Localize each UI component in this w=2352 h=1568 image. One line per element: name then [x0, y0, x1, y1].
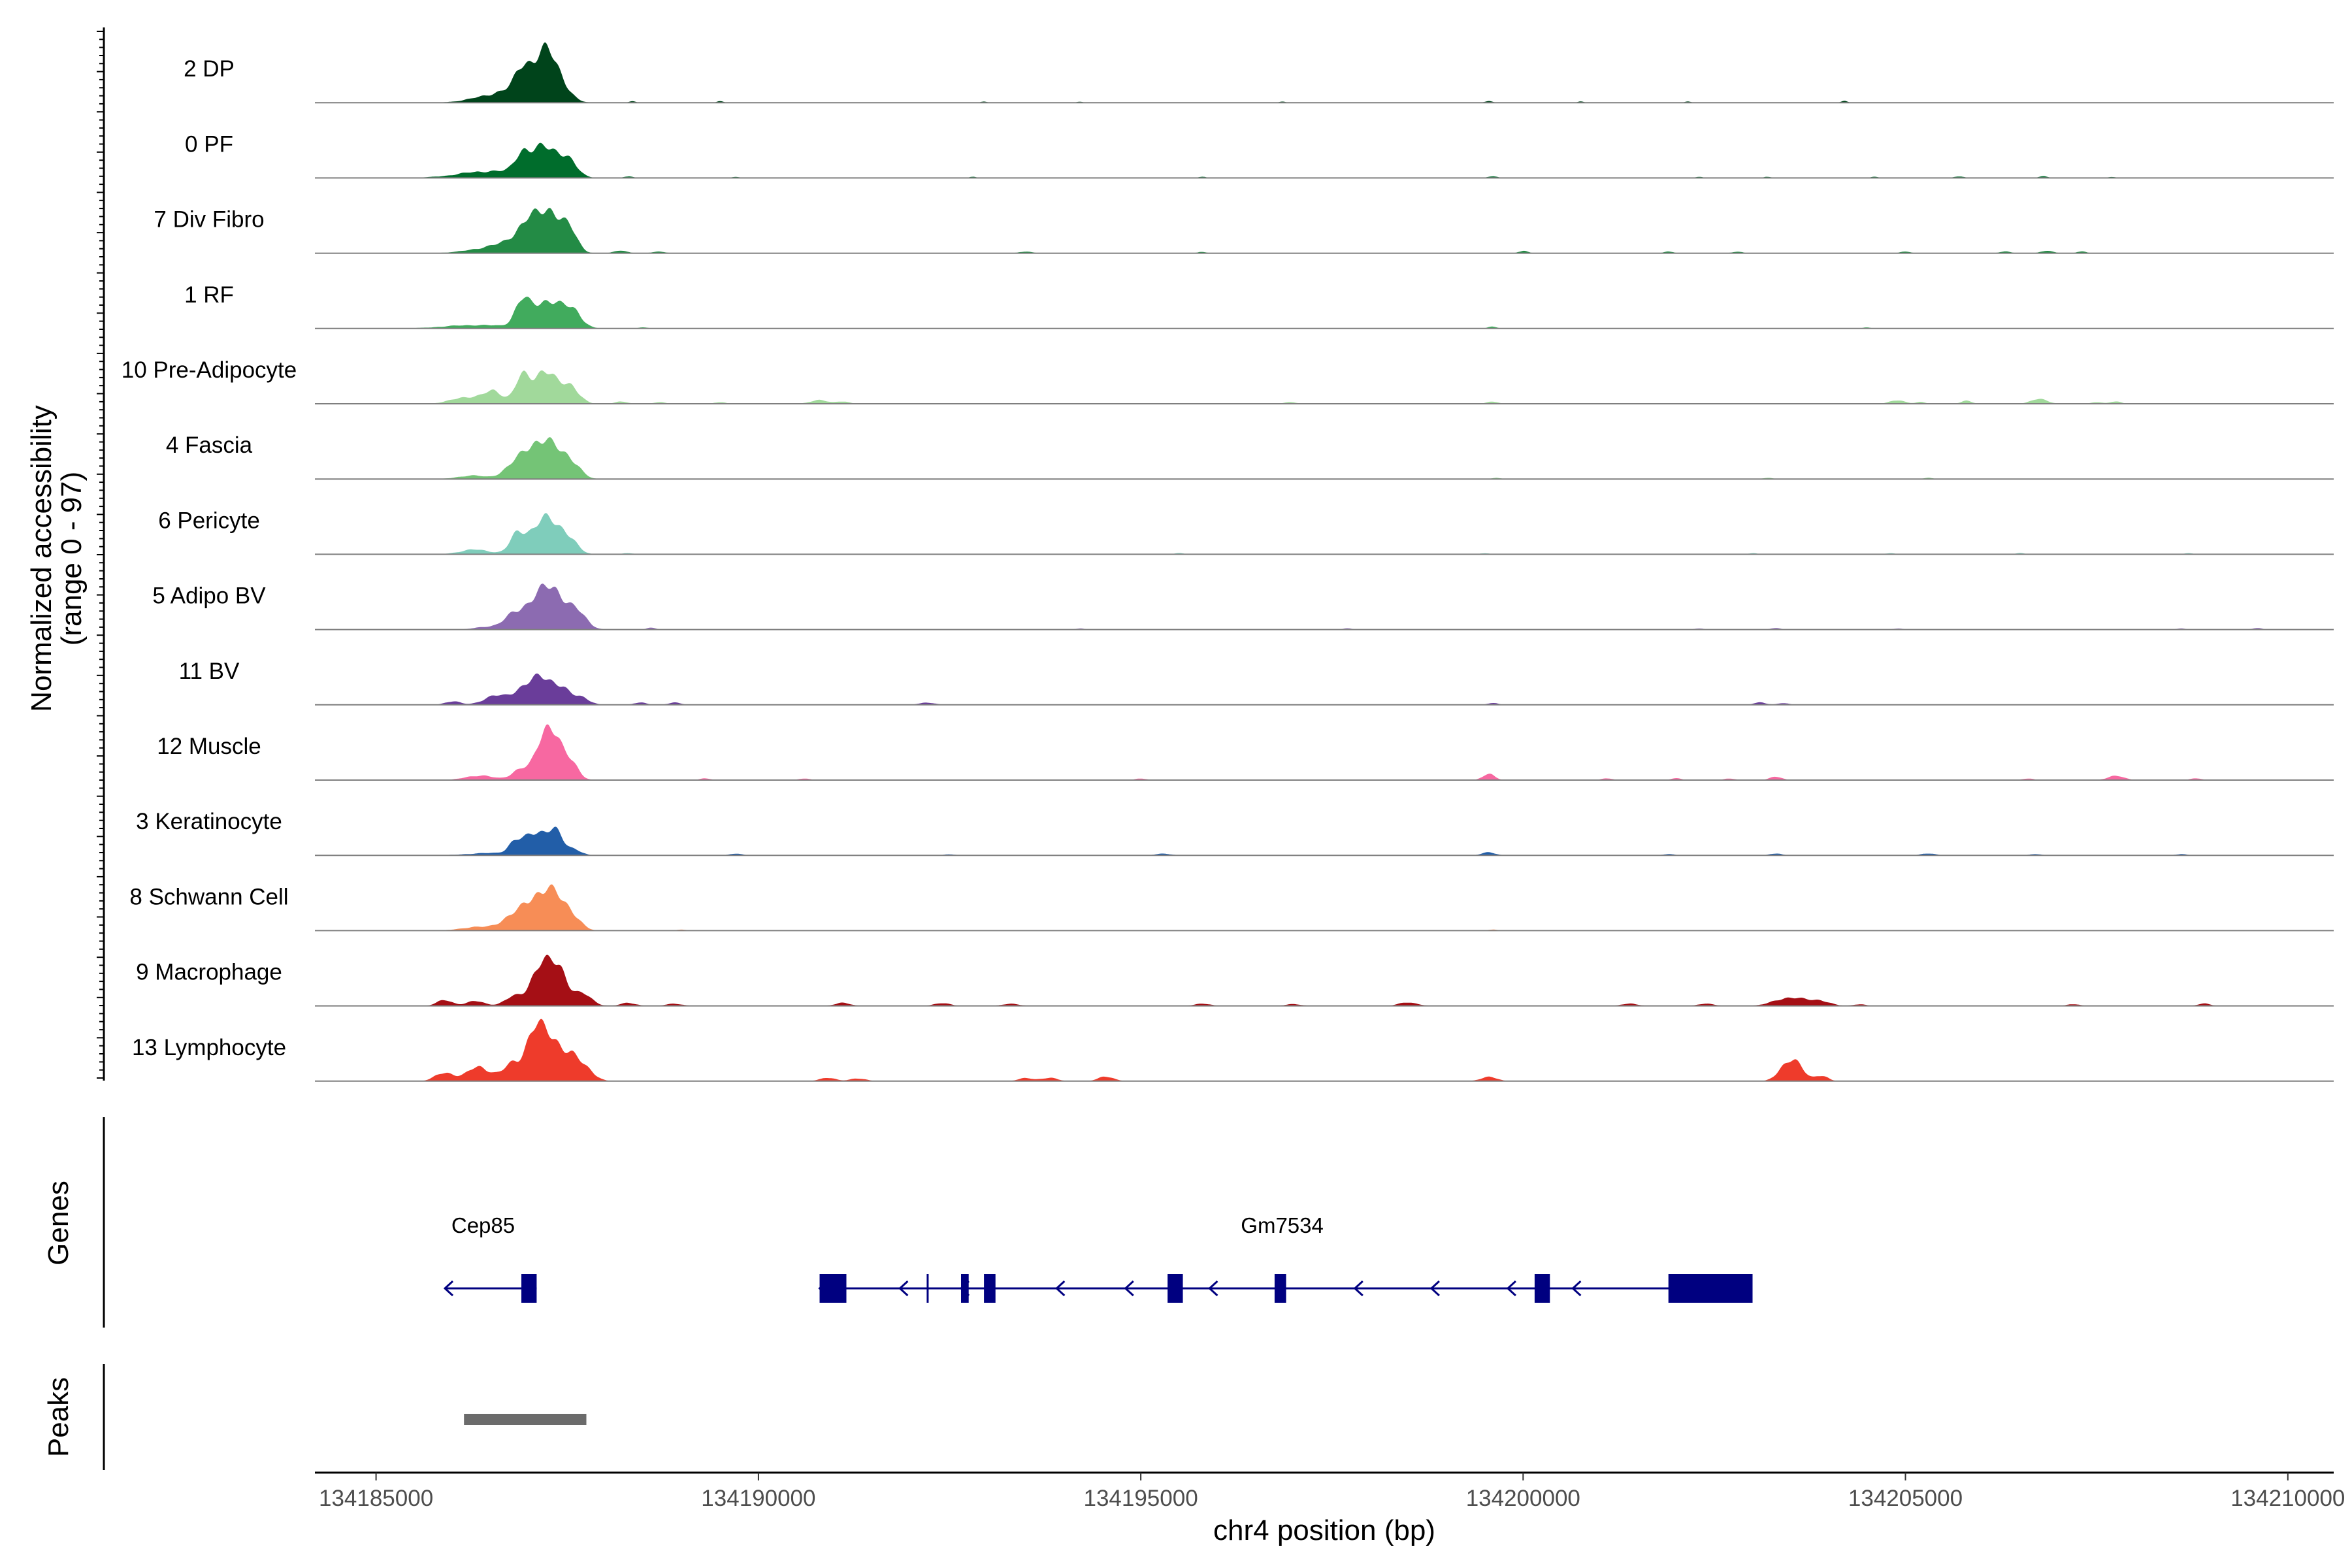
- track-9: 11 BV: [179, 659, 2334, 706]
- track-label: 9 Macrophage: [136, 960, 282, 985]
- x-tick-label: 134200000: [1466, 1486, 1580, 1511]
- gene-track: Cep85 Gm7534: [443, 1213, 1753, 1303]
- coverage-area: [315, 724, 2334, 780]
- x-axis-title: chr4 position (bp): [1213, 1514, 1435, 1546]
- coverage-area: [315, 42, 2334, 103]
- track-1: 2 DP: [184, 42, 2334, 104]
- track-label: 3 Keratinocyte: [136, 809, 282, 834]
- gene-label: Gm7534: [1241, 1213, 1324, 1237]
- track-label: 6 Pericyte: [158, 508, 260, 533]
- coverage-area: [315, 884, 2334, 931]
- peak-region: [464, 1414, 587, 1425]
- track-11: 3 Keratinocyte: [136, 809, 2334, 857]
- track-label: 1 RF: [184, 282, 234, 308]
- track-label: 2 DP: [184, 56, 235, 82]
- coverage-area: [315, 208, 2334, 253]
- exon: [1534, 1274, 1550, 1303]
- coverage-area: [315, 437, 2334, 480]
- gene-cep85: Cep85: [443, 1213, 537, 1303]
- exon: [819, 1274, 847, 1303]
- y-axis-range: (range 0 - 97): [56, 472, 88, 646]
- x-tick-label: 134210000: [2230, 1486, 2345, 1511]
- exon: [984, 1274, 996, 1303]
- exon: [1668, 1274, 1753, 1303]
- strand-arrow: [1055, 1280, 1066, 1297]
- track-6: 4 Fascia: [166, 433, 2334, 480]
- x-tick-label: 134185000: [319, 1486, 433, 1511]
- track-label: 4 Fascia: [166, 433, 253, 458]
- track-12: 8 Schwann Cell: [129, 884, 2334, 932]
- coverage-tracks: 2 DP 0 PF 7 Div Fibro 1 RF 10 Pre-Adipocyte 4…: [122, 42, 2334, 1082]
- exon: [1168, 1274, 1183, 1303]
- strand-arrow: [818, 1280, 828, 1297]
- track-label: 0 PF: [185, 131, 233, 157]
- track-label: 5 Adipo BV: [152, 583, 266, 609]
- genes-track-title: Genes: [42, 1181, 74, 1266]
- coverage-area: [315, 1019, 2334, 1081]
- peak-track: [464, 1414, 587, 1425]
- exon: [521, 1274, 537, 1303]
- track-5: 10 Pre-Adipocyte: [122, 357, 2334, 404]
- track-10: 12 Muscle: [157, 724, 2334, 781]
- coverage-area: [315, 370, 2334, 404]
- x-tick-label: 134190000: [701, 1486, 815, 1511]
- exon: [926, 1274, 929, 1303]
- track-label: 7 Div Fibro: [154, 207, 264, 233]
- track-14: 13 Lymphocyte: [132, 1019, 2334, 1082]
- track-label: 12 Muscle: [157, 734, 261, 759]
- peaks-track-title: Peaks: [42, 1377, 74, 1457]
- strand-arrow: [1429, 1280, 1440, 1297]
- coverage-y-ticks: [97, 31, 104, 1079]
- gene-gm7534: Gm7534: [818, 1213, 1753, 1303]
- track-7: 6 Pericyte: [158, 508, 2334, 555]
- exon: [961, 1274, 969, 1303]
- strand-arrow: [898, 1280, 909, 1297]
- strand-arrow: [959, 1280, 970, 1297]
- x-tick-label: 134195000: [1083, 1486, 1198, 1511]
- gene-label: Cep85: [451, 1213, 515, 1237]
- coverage-area: [315, 583, 2334, 630]
- coverage-area: [315, 673, 2334, 705]
- track-label: 8 Schwann Cell: [129, 884, 288, 909]
- x-tick-label: 134205000: [1848, 1486, 1963, 1511]
- strand-arrow: [1353, 1280, 1364, 1297]
- coverage-area: [315, 513, 2334, 555]
- strand-arrow: [1506, 1280, 1516, 1297]
- track-13: 9 Macrophage: [136, 955, 2334, 1007]
- track-label: 13 Lymphocyte: [132, 1035, 286, 1060]
- track-4: 1 RF: [184, 282, 2334, 329]
- track-8: 5 Adipo BV: [152, 583, 2334, 630]
- coverage-area: [315, 826, 2334, 856]
- coverage-area: [315, 955, 2334, 1006]
- track-3: 7 Div Fibro: [154, 207, 2334, 254]
- strand-arrow: [1124, 1280, 1134, 1297]
- strand-arrow: [443, 1280, 454, 1297]
- coverage-area: [315, 142, 2334, 178]
- strand-arrow: [1571, 1280, 1582, 1297]
- track-2: 0 PF: [185, 131, 2334, 179]
- strand-arrow: [1208, 1280, 1218, 1297]
- track-label: 10 Pre-Adipocyte: [122, 357, 297, 383]
- x-axis-ticks: 134185000 134190000 134195000 134200000 1342…: [319, 1473, 2345, 1511]
- y-axis-title: Normalized accessibility: [25, 405, 57, 711]
- track-label: 11 BV: [179, 659, 240, 684]
- exon: [1274, 1274, 1286, 1303]
- coverage-area: [315, 297, 2334, 329]
